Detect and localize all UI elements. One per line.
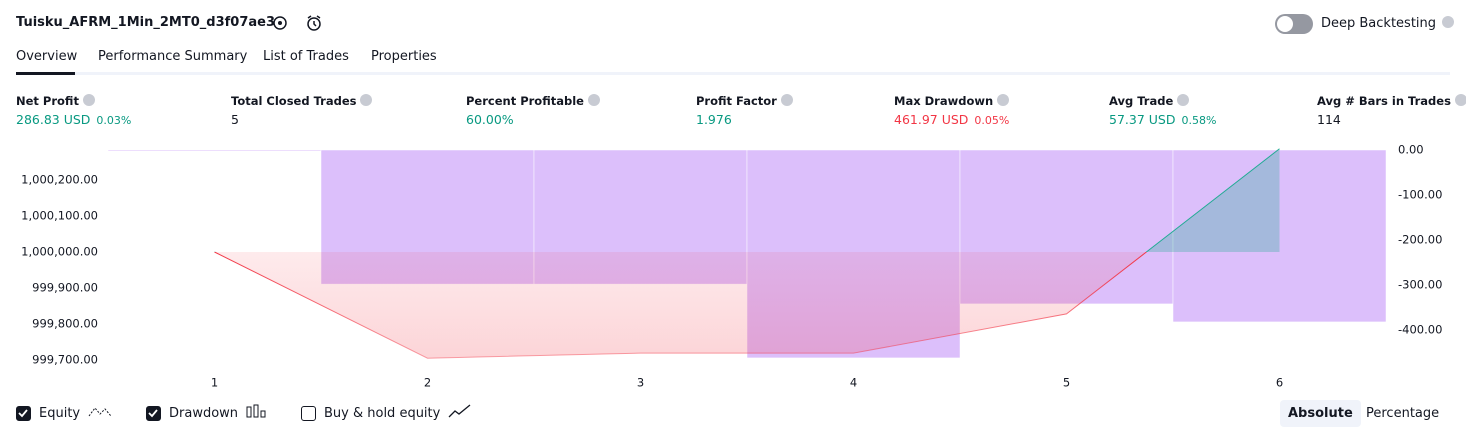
y-tick-label: 999,900.00 [32,281,98,295]
stat-label: Total Closed Trades [231,94,373,108]
stat-value: 57.37 USD 0.58% [1109,112,1216,127]
mode-button[interactable]: Percentage [1366,406,1440,421]
tab[interactable]: List of Trades [263,49,349,64]
stat-value: 114 [1317,112,1341,127]
toggle-label: Drawdown [169,405,239,421]
toggle-label: Equity [39,405,81,421]
stat-label-text: Profit Factor [696,94,777,108]
x-tick-label: 2 [424,376,431,390]
stat-label: Max Drawdown [894,94,1010,108]
y-tick-label: 1,000,100.00 [21,208,98,222]
x-tick-label: 3 [637,376,644,390]
stat-label-text: Total Closed Trades [231,94,357,108]
stat-label: Profit Factor [696,94,793,108]
equity-area [214,148,1280,359]
y2-tick-label: -100.00 [1398,188,1442,202]
toggle[interactable]: Drawdown [146,404,268,422]
stat-value-text: 1.976 [696,112,732,127]
stat-pct: 0.05% [974,114,1010,127]
info-icon [997,94,1010,106]
stat-label: Percent Profitable [466,94,600,108]
tab-divider [16,72,1450,75]
info-icon [82,94,95,106]
title-icons[interactable] [271,14,331,34]
stat-pct: 0.03% [96,114,132,127]
stat-value-text: 114 [1317,112,1341,127]
toggle[interactable]: Equity [16,404,112,422]
stat-label: Avg # Bars in Trades [1317,94,1466,108]
stat-label-text: Percent Profitable [466,94,584,108]
mode-button[interactable]: Absolute [1280,400,1361,427]
y2-tick-label: -200.00 [1398,233,1442,247]
info-icon [780,94,793,106]
toggle-label: Buy & hold equity [324,405,441,421]
tab[interactable]: Performance Summary [98,49,248,64]
y-tick-label: 999,700.00 [32,353,98,367]
x-tick-label: 6 [1276,376,1283,390]
deep-backtesting-switch[interactable] [1275,14,1313,34]
y2-tick-label: -400.00 [1398,323,1442,337]
stat-value: 461.97 USD 0.05% [894,112,1009,127]
stat-value-text: 57.37 USD [1109,112,1176,127]
stat-value-text: 286.83 USD [16,112,91,127]
toggle-icon [88,404,112,422]
stat-label-text: Net Profit [16,94,79,108]
stat-label-text: Avg # Bars in Trades [1317,94,1451,108]
deep-backtesting-label: Deep Backtesting [1321,16,1455,31]
stat-label-text: Avg Trade [1109,94,1174,108]
deep-backtesting-text: Deep Backtesting [1321,16,1437,31]
info-icon [587,94,600,106]
info-icon [1177,94,1190,106]
y-tick-label: 1,000,200.00 [21,172,98,186]
x-tick-label: 1 [211,376,218,390]
stat-value-text: 461.97 USD [894,112,969,127]
toggle[interactable]: Buy & hold equity [301,404,472,422]
tab[interactable]: Properties [371,49,437,64]
stat-label: Avg Trade [1109,94,1190,108]
x-tick-label: 5 [1063,376,1070,390]
info-icon [1454,94,1466,106]
tab[interactable]: Overview [16,49,78,64]
checkbox [16,405,31,421]
active-tab-indicator [16,72,75,75]
stat-pct: 0.58% [1181,114,1217,127]
stat-value: 1.976 [696,112,732,127]
y2-tick-label: 0.00 [1398,143,1424,157]
checkbox [301,405,316,421]
checkbox [146,405,161,421]
info-icon [360,94,373,106]
stat-value-text: 60.00% [466,112,514,127]
stat-label: Net Profit [16,94,95,108]
stat-value: 5 [231,112,239,127]
x-tick-label: 4 [850,376,857,390]
y2-tick-label: -300.00 [1398,278,1442,292]
toggle-icon [246,404,268,422]
stat-value-text: 5 [231,112,239,127]
y-tick-label: 999,800.00 [32,317,98,331]
equity-line [214,148,1280,359]
stat-value: 60.00% [466,112,514,127]
strategy-title: Tuisku_AFRM_1Min_2MT0_d3f07ae3 [16,15,275,30]
toggle-icon [448,404,472,422]
stat-label-text: Max Drawdown [894,94,994,108]
y-tick-label: 1,000,000.00 [21,244,98,258]
drawdown-bar [107,149,322,152]
stat-value: 286.83 USD 0.03% [16,112,131,127]
chart: 1,000,200.00 1,000,100.00 1,000,000.00 999,… [21,143,1442,390]
